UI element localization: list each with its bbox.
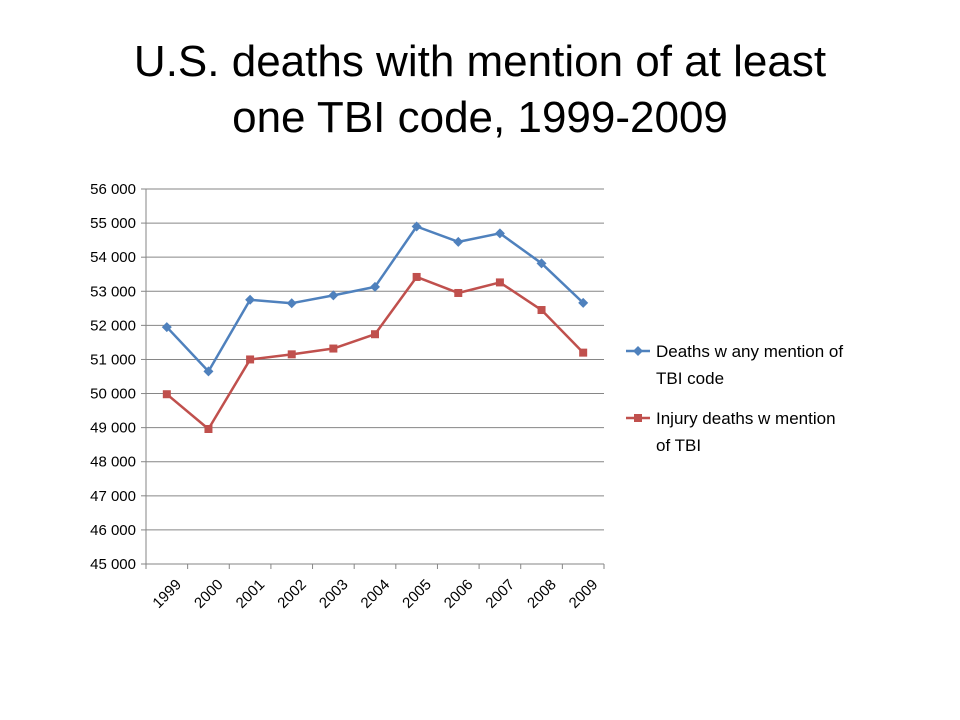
y-tick-label: 46 000 xyxy=(90,522,136,539)
series-line-2 xyxy=(166,275,585,431)
data-point xyxy=(161,322,172,333)
legend-label-2: Injury deaths w mention xyxy=(656,409,836,428)
data-point xyxy=(495,278,504,287)
x-tick-label: 2007 xyxy=(482,576,518,612)
series-line-1 xyxy=(165,225,585,373)
data-point xyxy=(328,290,339,301)
data-point xyxy=(454,288,463,297)
legend-label-1: Deaths w any mention of xyxy=(656,342,843,361)
y-tick-label: 47 000 xyxy=(90,488,136,505)
y-tick-label: 48 000 xyxy=(90,454,136,471)
data-point xyxy=(494,228,505,239)
data-point xyxy=(286,298,297,309)
data-point xyxy=(329,344,338,353)
chart-title: U.S. deaths with mention of at least one… xyxy=(40,34,920,146)
y-tick-label: 52 000 xyxy=(90,317,136,334)
data-point xyxy=(204,425,213,433)
x-tick-label: 2005 xyxy=(399,576,435,612)
legend-marker-1 xyxy=(633,346,643,356)
y-tick-label: 49 000 xyxy=(90,420,136,437)
data-point xyxy=(412,272,421,281)
chart-title-line-1: U.S. deaths with mention of at least xyxy=(133,37,827,86)
chart-title-line-2: one TBI code, 1999-2009 xyxy=(232,93,728,142)
data-point xyxy=(287,350,296,359)
x-tick-label: 2006 xyxy=(441,576,477,612)
y-tick-label: 53 000 xyxy=(90,283,136,300)
y-tick-label: 55 000 xyxy=(90,215,136,232)
x-tick-label: 2001 xyxy=(233,576,269,612)
x-tick-label: 2002 xyxy=(274,576,310,612)
x-tick-label: 2004 xyxy=(358,576,394,612)
data-point xyxy=(203,366,214,377)
y-tick-label: 50 000 xyxy=(90,386,136,403)
data-point xyxy=(536,258,547,269)
data-point xyxy=(162,390,171,399)
x-tick-label: 2009 xyxy=(566,576,602,612)
data-point xyxy=(370,281,380,292)
y-tick-label: 54 000 xyxy=(90,249,136,266)
data-point xyxy=(245,294,256,305)
legend-label-1: TBI code xyxy=(656,369,724,388)
y-tick-label: 56 000 xyxy=(90,181,136,198)
legend-marker-2 xyxy=(634,414,642,422)
data-point xyxy=(371,330,379,339)
data-point xyxy=(579,348,588,357)
legend-label-2: of TBI xyxy=(656,436,701,455)
data-point xyxy=(537,306,546,315)
y-tick-label: 51 000 xyxy=(90,351,136,368)
data-point xyxy=(453,236,464,247)
x-tick-label: 2000 xyxy=(191,576,227,612)
x-tick-label: 2008 xyxy=(524,576,560,612)
data-point xyxy=(411,221,422,232)
y-tick-label: 45 000 xyxy=(90,556,136,573)
data-point xyxy=(246,355,255,364)
data-point xyxy=(578,297,589,308)
x-tick-label: 2003 xyxy=(316,576,352,612)
x-tick-label: 1999 xyxy=(149,576,185,612)
